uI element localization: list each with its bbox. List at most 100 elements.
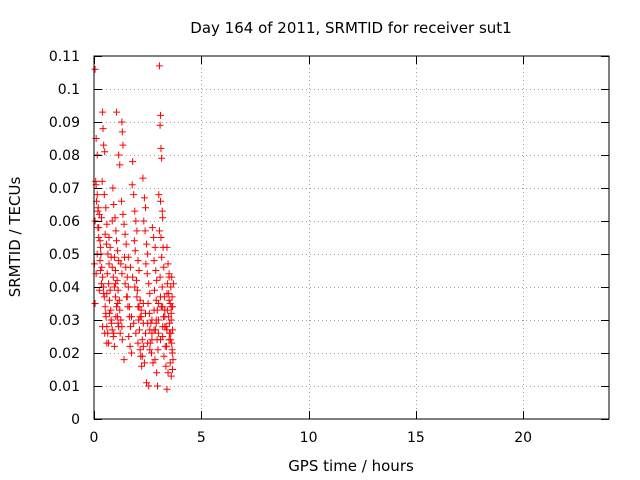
data-point <box>154 346 162 354</box>
data-point <box>109 273 117 281</box>
data-point <box>140 217 148 225</box>
data-point <box>153 276 161 284</box>
data-point <box>135 326 143 334</box>
x-tick-label: 20 <box>514 430 532 446</box>
data-point <box>106 243 114 251</box>
data-point <box>134 339 142 347</box>
data-point <box>131 247 139 255</box>
data-point <box>132 329 140 337</box>
data-point <box>157 197 165 205</box>
data-point <box>95 224 103 232</box>
data-point <box>109 184 117 192</box>
data-point <box>136 296 144 304</box>
y-tick-label: 0.09 <box>49 115 80 131</box>
data-point <box>113 237 121 245</box>
data-point <box>155 62 163 70</box>
x-tick-label: 15 <box>407 430 425 446</box>
data-point <box>105 296 113 304</box>
data-point <box>157 234 165 241</box>
data-point <box>144 319 152 327</box>
data-point <box>103 270 111 278</box>
data-point <box>163 385 171 393</box>
data-point <box>158 253 166 261</box>
data-point <box>98 263 106 271</box>
data-point <box>146 346 154 354</box>
data-point <box>120 220 128 228</box>
data-point <box>148 224 156 232</box>
data-point <box>167 303 175 311</box>
data-point <box>133 293 141 301</box>
data-point <box>130 191 138 199</box>
data-point <box>162 362 170 370</box>
data-point <box>100 290 108 298</box>
data-point <box>157 293 165 301</box>
data-point <box>108 319 116 327</box>
data-point <box>101 329 109 337</box>
data-point <box>113 276 121 284</box>
data-point <box>105 309 113 317</box>
data-point <box>134 257 142 265</box>
data-point <box>135 267 143 274</box>
data-point <box>91 65 99 73</box>
data-point <box>117 197 125 205</box>
data-point <box>169 280 177 288</box>
data-point <box>103 339 111 347</box>
data-point <box>139 300 147 307</box>
data-point <box>118 270 126 278</box>
data-point <box>151 286 159 294</box>
data-point <box>118 336 126 344</box>
data-point <box>119 141 127 149</box>
data-point <box>113 108 121 116</box>
data-point <box>144 250 152 258</box>
data-point <box>130 319 138 327</box>
data-point <box>95 234 103 241</box>
data-point <box>140 194 148 202</box>
data-point <box>101 148 109 156</box>
data-point <box>130 237 138 245</box>
data-point <box>138 352 146 360</box>
data-point <box>96 257 104 265</box>
data-point <box>159 323 167 331</box>
data-point <box>110 283 118 291</box>
data-point <box>146 326 154 334</box>
data-point <box>108 217 116 225</box>
data-point <box>159 214 167 222</box>
y-tick-label: 0.05 <box>49 247 80 263</box>
data-point <box>106 286 114 294</box>
data-point <box>137 313 145 321</box>
data-point <box>142 309 149 317</box>
data-point <box>157 144 165 152</box>
data-point <box>168 273 176 281</box>
data-point <box>114 247 122 255</box>
data-point <box>115 323 123 331</box>
data-point <box>115 151 123 159</box>
data-point <box>123 293 131 301</box>
data-point <box>119 210 127 218</box>
data-point <box>99 125 107 133</box>
data-point <box>125 333 133 340</box>
data-point <box>169 356 177 364</box>
data-point <box>111 280 119 288</box>
data-point <box>126 323 134 331</box>
data-point <box>129 158 137 166</box>
data-point <box>136 346 144 354</box>
data-point <box>101 303 109 311</box>
data-point <box>153 369 161 377</box>
data-point <box>151 243 159 251</box>
data-point <box>99 108 107 116</box>
y-tick-label: 0.02 <box>49 346 80 362</box>
data-point <box>158 154 166 162</box>
data-point <box>168 293 176 301</box>
y-tick-label: 0.04 <box>49 280 80 296</box>
data-point <box>100 141 108 149</box>
data-point <box>141 227 149 235</box>
plot-area-frame <box>93 55 610 420</box>
data-point <box>121 280 129 288</box>
data-point <box>122 240 130 248</box>
data-point <box>142 329 149 337</box>
data-point <box>110 201 118 208</box>
data-point <box>93 191 101 199</box>
data-point <box>128 349 136 357</box>
y-tick-label: 0.03 <box>49 313 80 329</box>
